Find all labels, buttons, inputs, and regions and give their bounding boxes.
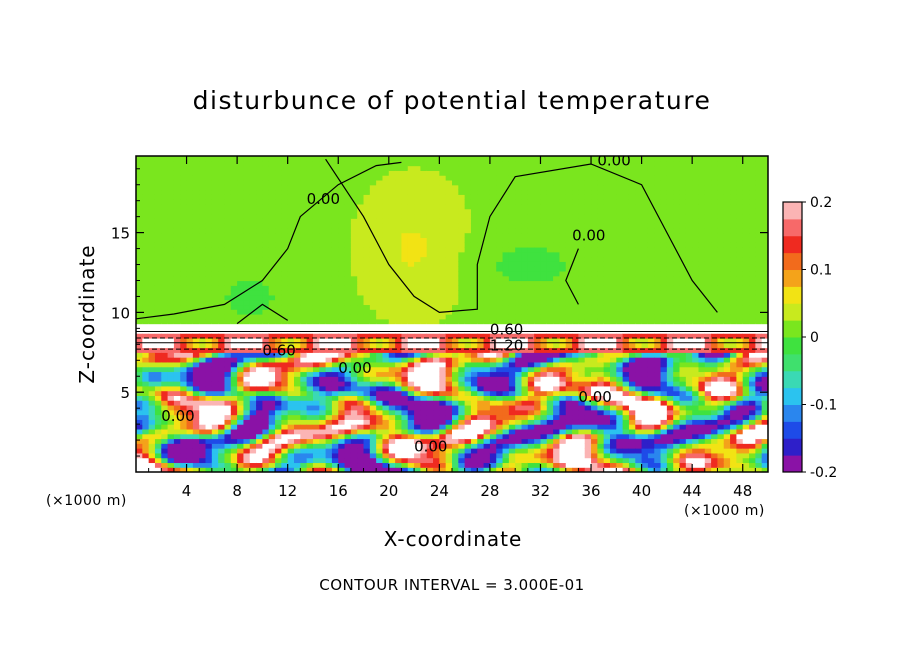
contour-label: 0.00 (307, 190, 340, 208)
z-unit-label: (×1000 m) (46, 493, 127, 509)
colorbar-swatch (783, 218, 802, 237)
contour-label: 1.20 (490, 337, 523, 355)
contour-line (236, 303, 289, 325)
x-tick-label: 40 (632, 482, 651, 500)
colorbar-swatch (783, 404, 802, 422)
x-tick-label: 16 (329, 482, 348, 500)
colorbar-swatch (783, 438, 802, 456)
y-tick-label: 5 (120, 384, 130, 402)
colorbar-swatch (783, 337, 802, 355)
colorbar-swatch (783, 235, 802, 254)
x-tick-label: 4 (182, 482, 192, 500)
x-axis-label: X-coordinate (383, 527, 523, 551)
colorbar-swatch (783, 269, 802, 287)
colorbar-swatch (783, 202, 802, 220)
y-tick-label: 15 (111, 225, 130, 243)
colorbar-tick-label: 0.1 (810, 263, 832, 279)
x-tick-label: 32 (531, 482, 550, 500)
contour-label: 0.00 (597, 152, 630, 170)
colorbar-swatch (783, 303, 802, 321)
contour-label: 0.60 (490, 321, 523, 339)
x-tick-label: 8 (232, 482, 242, 500)
contour-label: 0.00 (338, 359, 371, 377)
colorbar-tick-label: 0.2 (810, 195, 832, 211)
colorbar-swatch (783, 455, 802, 473)
field-layer: 0.000.000.000.000.600.60 1.200.000.000.00 (136, 152, 768, 472)
x-tick-label: 28 (480, 482, 499, 500)
contour-line (136, 161, 402, 320)
x-tick-label: 12 (278, 482, 297, 500)
contour-label: 0.00 (578, 388, 611, 406)
colorbar-swatch (783, 252, 802, 271)
x-unit-label: (×1000 m) (684, 503, 765, 519)
colorbar-swatch (783, 387, 802, 406)
contour-label: 0.00 (572, 227, 605, 245)
colorbar-tick-label: -0.1 (810, 398, 837, 414)
colorbar-swatch (783, 320, 802, 338)
colorbar-swatch (783, 370, 802, 389)
colorbar-tick-label: -0.2 (810, 465, 837, 481)
colorbar-swatch (783, 421, 802, 439)
colorbar-tick-label: 0 (810, 330, 819, 346)
x-tick-label: 24 (430, 482, 449, 500)
colorbar-swatch (783, 353, 802, 372)
x-tick-label: 48 (733, 482, 752, 500)
chart-title: disturbunce of potential temperature (192, 86, 712, 115)
x-tick-label: 20 (379, 482, 398, 500)
contour-line (325, 158, 718, 314)
contour-line (565, 248, 579, 305)
colorbar-swatch (783, 286, 802, 304)
contour-interval-note: CONTOUR INTERVAL = 3.000E-01 (319, 576, 585, 594)
y-tick-label: 10 (111, 304, 130, 322)
x-tick-label: 36 (581, 482, 600, 500)
contour-label: 0.00 (414, 437, 447, 455)
x-tick-label: 44 (683, 482, 702, 500)
contour-label: 0.60 (262, 341, 295, 359)
contour-label: 0.00 (161, 407, 194, 425)
